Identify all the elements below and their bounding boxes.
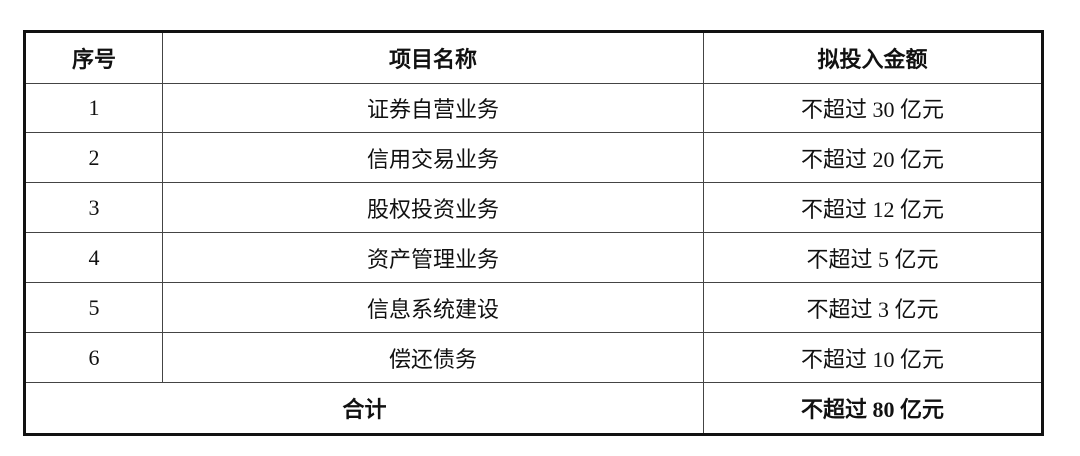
- header-row: 序号 项目名称 拟投入金额: [24, 31, 1043, 84]
- row-amount: 不超过 10 亿元: [703, 332, 1043, 384]
- row-no: 4: [24, 232, 163, 284]
- total-label: 合计: [24, 382, 704, 435]
- row-amount: 不超过 12 亿元: [703, 182, 1043, 234]
- row-amount: 不超过 3 亿元: [703, 282, 1043, 334]
- header-no: 序号: [24, 31, 163, 84]
- total-row: 合计 不超过 80 亿元: [24, 382, 1043, 435]
- row-name: 信息系统建设: [162, 282, 704, 334]
- row-no: 5: [24, 282, 163, 334]
- row-amount: 不超过 5 亿元: [703, 232, 1043, 284]
- table-row: 2 信用交易业务 不超过 20 亿元: [24, 132, 1043, 184]
- row-name: 信用交易业务: [162, 132, 704, 184]
- row-name: 证券自营业务: [162, 82, 704, 134]
- table-row: 5 信息系统建设 不超过 3 亿元: [24, 282, 1043, 334]
- row-no: 6: [24, 332, 163, 384]
- row-no: 1: [24, 82, 163, 134]
- table-row: 6 偿还债务 不超过 10 亿元: [24, 332, 1043, 384]
- header-amount: 拟投入金额: [703, 31, 1043, 84]
- row-no: 3: [24, 182, 163, 234]
- investment-table: 序号 项目名称 拟投入金额 1 证券自营业务 不超过 30 亿元 2 信用交易业…: [23, 30, 1044, 436]
- table-row: 1 证券自营业务 不超过 30 亿元: [24, 82, 1043, 134]
- row-amount: 不超过 20 亿元: [703, 132, 1043, 184]
- table-row: 3 股权投资业务 不超过 12 亿元: [24, 182, 1043, 234]
- table-row: 4 资产管理业务 不超过 5 亿元: [24, 232, 1043, 284]
- row-amount: 不超过 30 亿元: [703, 82, 1043, 134]
- row-name: 资产管理业务: [162, 232, 704, 284]
- row-name: 股权投资业务: [162, 182, 704, 234]
- row-name: 偿还债务: [162, 332, 704, 384]
- header-project-name: 项目名称: [162, 31, 704, 84]
- total-amount: 不超过 80 亿元: [703, 382, 1043, 435]
- row-no: 2: [24, 132, 163, 184]
